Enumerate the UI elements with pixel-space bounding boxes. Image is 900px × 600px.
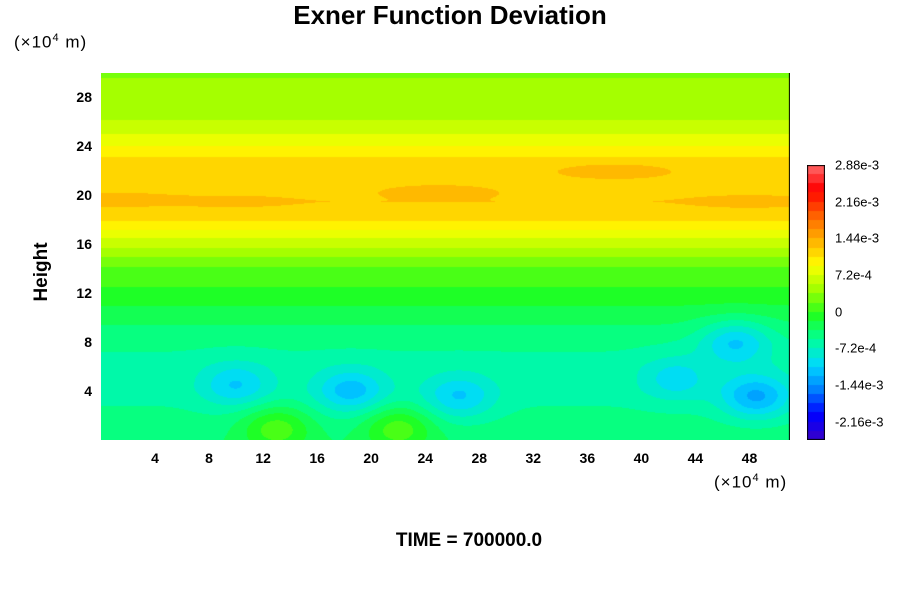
y-tick-label: 4: [84, 383, 92, 400]
x-axis-unit: (×104 m): [714, 472, 788, 492]
x-tick-label: 44: [687, 450, 704, 466]
colorbar-tick-label: 2.16e-3: [835, 194, 880, 210]
x-tick-label: 32: [525, 450, 542, 466]
colorbar-tick-label: -7.2e-4: [835, 340, 877, 356]
y-tick-label: 16: [76, 236, 92, 253]
y-axis-unit: (×104 m): [14, 32, 88, 52]
y-tick-label: 12: [76, 285, 92, 302]
colorbar-tick-label: -1.44e-3: [835, 377, 884, 393]
y-axis-label: Height: [31, 242, 52, 302]
heatmap-plot-area: [101, 73, 790, 440]
y-tick-label: 24: [76, 138, 92, 155]
colorbar-tick-label: 1.44e-3: [835, 230, 880, 246]
colorbar-tick-label: 7.2e-4: [835, 267, 872, 283]
y-tick-label: 28: [76, 89, 92, 106]
colorbar-tick-label: -2.16e-3: [835, 414, 884, 430]
x-tick-label: 24: [417, 450, 434, 466]
x-tick-label: 36: [579, 450, 596, 466]
y-tick-label: 20: [76, 187, 92, 204]
x-tick-label: 12: [255, 450, 271, 466]
x-tick-label: 20: [363, 450, 379, 466]
x-tick-label: 28: [471, 450, 488, 466]
x-tick-label: 40: [633, 450, 650, 466]
colorbar-tick-label: 0: [835, 304, 843, 320]
x-tick-label: 8: [205, 450, 213, 466]
colorbar: [807, 165, 825, 440]
x-tick-label: 48: [741, 450, 758, 466]
colorbar-tick-label: 2.88e-3: [835, 157, 880, 173]
time-label: TIME = 700000.0: [395, 530, 543, 551]
chart-title: Exner Function Deviation: [293, 0, 607, 30]
x-tick-label: 16: [309, 450, 325, 466]
x-tick-label: 4: [151, 450, 159, 466]
y-tick-label: 8: [84, 334, 92, 351]
